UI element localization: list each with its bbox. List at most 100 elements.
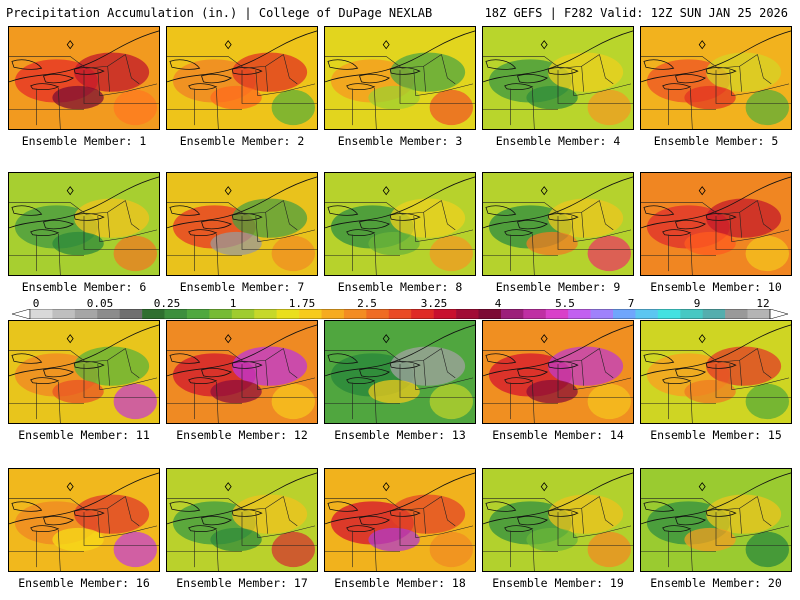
precip-region	[745, 531, 790, 568]
state-border	[255, 364, 316, 390]
colorbar-swatch	[299, 309, 322, 319]
precip-map	[9, 173, 159, 275]
lake-outline	[389, 67, 421, 75]
map-panel	[166, 468, 318, 572]
ensemble-member-label: Ensemble Member: 10	[650, 280, 782, 294]
ensemble-member-label: Ensemble Member: 17	[176, 576, 308, 590]
state-border	[216, 529, 219, 571]
precip-region	[548, 346, 624, 386]
colorbar-swatch	[186, 309, 210, 319]
state-border	[167, 200, 284, 215]
precip-region	[271, 531, 316, 568]
state-border	[599, 496, 614, 527]
diamond-marker-icon	[540, 334, 548, 344]
coastline	[325, 472, 475, 525]
precip-region	[232, 198, 308, 238]
diamond-marker-icon	[698, 482, 706, 492]
state-border	[557, 216, 633, 250]
diamond-marker-icon	[698, 40, 706, 50]
colorbar-swatch	[545, 309, 569, 319]
state-border	[739, 212, 742, 238]
precip-region	[526, 85, 578, 110]
state-border	[729, 216, 790, 242]
map-panel	[640, 26, 792, 130]
diamond-marker-icon	[224, 186, 232, 196]
precip-region	[368, 379, 420, 404]
lake-outline	[11, 59, 43, 70]
colorbar-tick-label: 1	[229, 297, 237, 310]
colorbar-tick-label: 12	[756, 297, 770, 310]
precip-map	[483, 173, 633, 275]
state-border	[255, 70, 316, 96]
state-border	[581, 212, 584, 238]
state-border	[325, 200, 442, 215]
lake-outline	[201, 219, 232, 230]
lake-outline	[43, 73, 74, 84]
state-border	[167, 496, 284, 511]
state-border	[125, 496, 140, 527]
lake-outline	[485, 205, 517, 216]
lake-outline	[675, 219, 706, 230]
state-border	[255, 216, 316, 242]
colorbar-swatch	[366, 309, 390, 319]
map-panel	[8, 320, 160, 424]
colorbar-swatch	[254, 309, 277, 319]
state-border	[241, 70, 317, 104]
state-border	[532, 233, 535, 275]
lake-outline	[705, 67, 737, 75]
state-border	[441, 348, 456, 379]
run-valid-time: 18Z GEFS | F282 Valid: 12Z SUN JAN 25 20…	[484, 6, 788, 20]
map-panel	[640, 320, 792, 424]
precip-region	[210, 231, 262, 256]
precip-map	[167, 173, 317, 275]
state-border	[739, 360, 742, 386]
coastline	[167, 472, 317, 525]
state-border	[9, 496, 126, 511]
colorbar-swatch	[613, 309, 636, 319]
ensemble-member-label: Ensemble Member: 2	[179, 134, 305, 148]
lake-outline	[231, 509, 263, 517]
state-border	[265, 360, 268, 386]
colorbar-left-arrow-icon	[12, 309, 31, 319]
state-border	[283, 54, 298, 85]
state-border	[483, 348, 600, 363]
precip-region	[74, 494, 150, 534]
ensemble-member-label: Ensemble Member: 4	[495, 134, 621, 148]
colorbar-swatch	[97, 309, 120, 319]
lake-outline	[547, 361, 579, 369]
precip-map	[9, 27, 159, 129]
state-border	[283, 496, 298, 527]
diamond-marker-icon	[540, 186, 548, 196]
coastline	[641, 472, 791, 525]
colorbar-swatch	[635, 309, 659, 319]
precip-map	[641, 321, 791, 423]
lake-outline	[485, 353, 517, 364]
state-border	[483, 54, 600, 69]
state-border	[423, 360, 426, 386]
colorbar-swatch	[433, 309, 457, 319]
precip-region	[526, 379, 578, 404]
precip-region	[210, 379, 262, 404]
diamond-marker-icon	[698, 334, 706, 344]
lake-outline	[201, 515, 232, 526]
lake-outline	[705, 509, 737, 517]
precip-region	[684, 85, 736, 110]
precip-region	[368, 85, 420, 110]
state-border	[423, 66, 426, 92]
coastline	[483, 472, 633, 525]
precip-map	[9, 321, 159, 423]
precip-region	[368, 231, 420, 256]
precip-region	[113, 531, 158, 568]
precip-region	[113, 89, 158, 126]
state-border	[581, 360, 584, 386]
state-border	[58, 87, 61, 129]
state-border	[739, 508, 742, 534]
ensemble-member-label: Ensemble Member: 6	[21, 280, 147, 294]
colorbar-swatch	[680, 309, 704, 319]
state-border	[97, 512, 158, 538]
state-border	[83, 364, 159, 398]
state-border	[441, 496, 456, 527]
coastline	[167, 324, 317, 377]
lake-outline	[169, 353, 201, 364]
map-panel	[166, 26, 318, 130]
